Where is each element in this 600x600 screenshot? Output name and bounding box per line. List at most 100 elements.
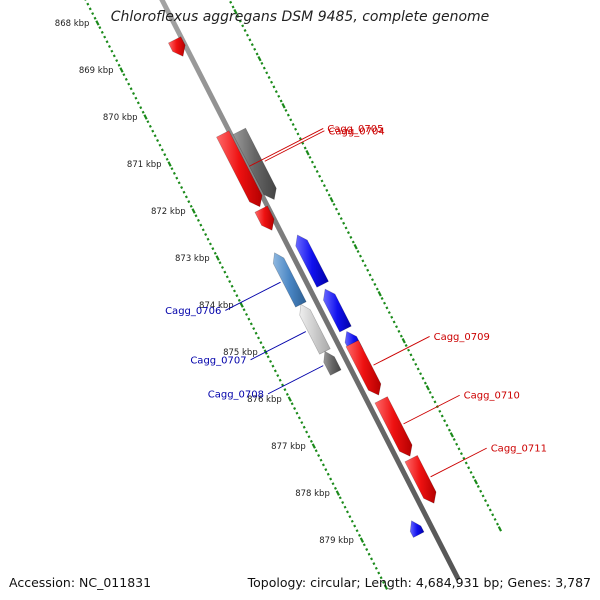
gene-label-leader [267,365,324,395]
inner-ring-tick [223,270,227,274]
outer-ring-tick [471,475,475,479]
outer-ring-tick [488,508,492,512]
outer-ring-tick [363,264,367,268]
inner-ring-tick [355,529,359,533]
inner-ring-tick [287,396,292,402]
inner-ring-tick [293,406,297,410]
inner-ring-tick [127,82,131,86]
inner-ring-tick [230,284,234,288]
outer-ring-tick [329,197,334,203]
outer-ring-tick [284,108,288,112]
inner-ring-tick [285,392,289,396]
inner-ring-tick [362,543,366,547]
outer-ring-tick [377,291,382,297]
outer-ring-tick [497,526,503,532]
gene-arrow-g-bottom[interactable] [409,520,425,538]
gene-label-cagg_0705[interactable]: Cagg_0705 [327,124,383,135]
inner-ring-tick [160,148,164,152]
inner-ring-tick [98,26,102,30]
inner-ring-tick [271,364,275,368]
inner-ring-tick [254,331,258,335]
page-title: Chloroflexus aggregans DSM 9485, complet… [110,9,490,25]
inner-ring-tick [170,167,174,171]
inner-ring-tick [218,261,222,265]
inner-ring-tick [319,458,323,462]
outer-ring-tick [397,329,401,333]
inner-ring-tick [132,91,135,95]
inner-ring-tick [182,190,186,194]
outer-ring-tick [375,287,379,291]
outer-ring-tick [260,61,264,65]
inner-ring-tick [242,308,246,312]
inner-ring-tick [204,233,208,236]
inner-ring-tick [206,237,210,241]
inner-ring-tick [252,327,256,331]
outer-ring-tick [385,306,389,310]
outer-ring-tick [392,320,396,324]
inner-ring-tick [239,302,244,308]
outer-ring-tick [318,174,322,178]
gene-arrow-cagg_0709[interactable] [345,339,382,396]
inner-ring-tick [290,402,294,406]
gene-label-cagg_0711[interactable]: Cagg_0711 [491,444,547,455]
outer-ring-tick [366,268,370,272]
outer-ring-tick [455,442,459,446]
outer-ring-tick [353,244,358,250]
outer-ring-tick [303,146,307,150]
gene-arrow-cagg_0707[interactable] [299,303,331,355]
inner-ring-tick [359,537,365,543]
gene-arrow-cagg_0710[interactable] [374,396,413,457]
gene-arrow-cagg_0708[interactable] [323,350,342,376]
gene-label-leader [264,130,325,162]
inner-ring-tick [143,114,148,120]
gene-arrow-g-875b[interactable] [323,288,352,333]
gene-arrow-g-874b[interactable] [295,234,329,288]
inner-ring-tick [175,176,179,180]
inner-ring-tick [136,101,140,105]
outer-ring-tick [243,29,247,32]
outer-ring-tick [233,8,238,15]
gene-arrow-cagg_0711[interactable] [404,454,437,504]
inner-ring-tick [247,317,251,321]
scale-label: 871 kbp [127,160,162,170]
gene-label-cagg_0704[interactable]: Cagg_0704 [328,126,384,137]
outer-ring-tick [387,311,391,315]
gene-label-leader [403,394,460,425]
gene-label-cagg_0710[interactable]: Cagg_0710 [464,391,520,402]
gene-label-leader [249,128,324,167]
gene-label-cagg_0708[interactable]: Cagg_0708 [208,389,264,400]
outer-ring-tick [356,249,360,253]
inner-ring-tick [305,430,309,434]
inner-ring-tick [129,87,133,91]
inner-ring-tick [278,378,282,382]
outer-ring-tick [404,344,408,347]
gene-label-cagg_0707[interactable]: Cagg_0707 [190,355,246,366]
inner-ring-tick [201,228,205,232]
inner-ring-tick [220,265,224,269]
outer-ring-tick [315,170,319,174]
outer-ring-tick [476,485,480,489]
gene-arrow-g-873[interactable] [254,205,275,231]
gene-arrow-cagg_0706[interactable] [272,252,307,308]
inner-ring-tick [117,63,121,67]
inner-ring-tick [335,490,340,496]
accession-text: Accession: NC_011831 [9,575,152,590]
inner-ring-tick [180,186,184,189]
outer-ring-tick [496,522,499,526]
gene-label-cagg_0706[interactable]: Cagg_0706 [165,306,221,317]
inner-ring-tick [115,59,119,63]
outer-ring-tick [462,456,466,460]
outer-ring-tick [371,278,374,282]
inner-ring-tick [237,298,241,302]
outer-ring-tick [409,353,413,357]
gene-arrow-cagg_0705[interactable] [216,130,263,208]
inner-ring-tick [383,584,389,590]
outer-ring-tick [339,217,343,221]
gene-label-cagg_0709[interactable]: Cagg_0709 [434,332,490,343]
gene-arrow-g-869[interactable] [167,36,186,57]
outer-ring-tick [481,494,485,498]
outer-ring-tick [399,334,403,338]
inner-ring-tick [372,562,376,566]
